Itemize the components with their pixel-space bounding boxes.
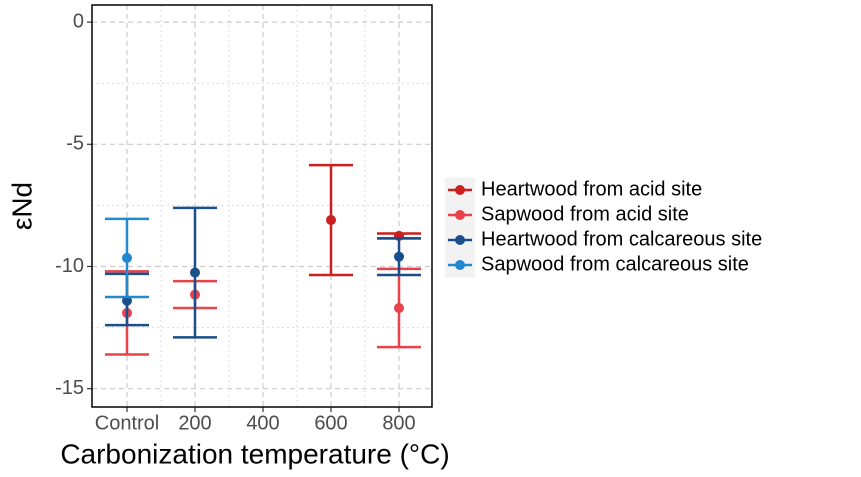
y-tick-label: 0 <box>73 10 84 32</box>
x-tick-label: Control <box>95 412 159 434</box>
x-tick-label: 800 <box>382 412 415 434</box>
legend-label: Sapwood from calcareous site <box>481 253 749 275</box>
y-tick-label: -5 <box>66 133 84 155</box>
y-tick-label: -15 <box>55 377 84 399</box>
point <box>190 267 200 278</box>
x-tick-label: 600 <box>314 412 347 434</box>
x-tick-label: 200 <box>178 412 211 434</box>
legend-key <box>455 260 465 270</box>
legend-label: Heartwood from calcareous site <box>481 228 762 250</box>
point <box>122 252 132 263</box>
legend-label: Sapwood from acid site <box>481 203 689 225</box>
legend-key <box>455 185 465 195</box>
legend-key <box>455 210 465 220</box>
point <box>326 215 336 226</box>
panel-border <box>91 4 433 408</box>
x-tick-label: 400 <box>246 412 279 434</box>
legend-key <box>455 235 465 245</box>
y-tick-label: -10 <box>55 255 84 277</box>
point <box>394 303 404 314</box>
x-axis-label: Carbonization temperature (°C) <box>60 438 449 469</box>
y-axis-label: εNd <box>6 182 37 230</box>
legend-label: Heartwood from acid site <box>481 178 702 200</box>
point <box>394 251 404 262</box>
